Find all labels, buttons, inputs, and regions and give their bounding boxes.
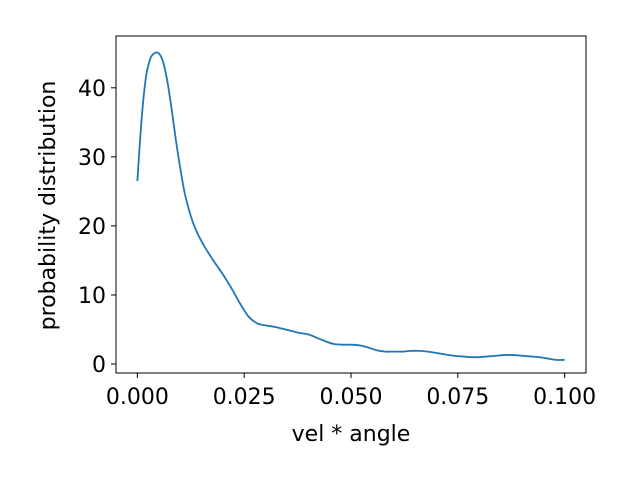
x-tick-label: 0.050 xyxy=(320,385,383,410)
y-tick-label: 40 xyxy=(78,77,106,102)
plot-frame xyxy=(115,35,587,374)
x-tick-label: 0.100 xyxy=(533,385,596,410)
y-axis-ticks: 0 10 20 30 40 xyxy=(78,77,116,378)
y-axis-label: probability distribution xyxy=(36,81,61,331)
x-axis-label: vel * angle xyxy=(292,422,411,447)
x-tick-label: 0.025 xyxy=(213,385,276,410)
y-tick-label: 30 xyxy=(78,146,106,171)
x-tick-label: 0.075 xyxy=(426,385,489,410)
x-tick-label: 0.000 xyxy=(106,385,169,410)
x-axis-ticks: 0.000 0.025 0.050 0.075 0.100 xyxy=(106,373,596,410)
y-tick-label: 10 xyxy=(78,284,106,309)
y-tick-label: 20 xyxy=(78,215,106,240)
y-tick-label: 0 xyxy=(92,353,106,378)
series-line xyxy=(136,51,565,361)
